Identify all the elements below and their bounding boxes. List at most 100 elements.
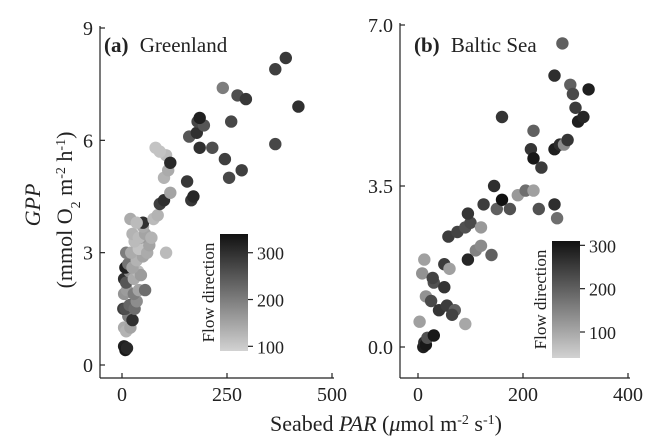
- panel-a-point-43: [130, 216, 143, 229]
- panel-a-point-65: [193, 111, 206, 125]
- panel-b-point-49: [548, 69, 561, 82]
- panel-b-point-36: [527, 184, 540, 197]
- panel-a-point-67: [218, 152, 232, 166]
- panel-b-point-39: [495, 110, 509, 124]
- panel-b-point-20: [461, 253, 475, 266]
- panel-a-x-tick-label-2: 500: [317, 384, 347, 406]
- panel-b-point-29: [461, 207, 475, 220]
- panel-a-point-39: [145, 231, 158, 244]
- panel-b-letter: (b): [414, 33, 440, 57]
- panel-a-colorbar: 100 200 300 Flow direction: [199, 234, 284, 357]
- panel-b-point-23: [485, 248, 498, 262]
- panel-a-point-58: [187, 190, 200, 203]
- panel-b-x-tick-label-1: 200: [508, 384, 538, 406]
- panel-b-point-52: [566, 87, 580, 101]
- panel-b-colorbar-gradient: [552, 241, 580, 358]
- panel-b-point-43: [535, 161, 548, 174]
- panel-b-point-7: [424, 294, 438, 308]
- y-axis-title-main: GPP: [20, 184, 45, 227]
- y-axis-title: GPP: [20, 184, 45, 227]
- panel-a-point-74: [269, 62, 282, 76]
- panel-a-point-71: [222, 171, 236, 184]
- panel-a-point-55: [164, 156, 177, 169]
- panel-a-point-56: [180, 175, 194, 188]
- panel-b-point-18: [443, 262, 456, 275]
- panel-b-point-5: [427, 329, 440, 342]
- panel-a-point-72: [235, 164, 248, 177]
- panel-a-colorbar-tick-label-0: 100: [257, 337, 284, 357]
- panel-b-point-30: [477, 198, 490, 211]
- panel-b-point-50: [556, 37, 569, 50]
- panel-b-point-33: [503, 202, 517, 216]
- panel-a-y-tick-label-2: 6: [83, 130, 93, 152]
- panel-b-x-tick-label-2: 400: [613, 384, 643, 406]
- y-axis-unit: (mmol O2 m-2 h-1): [52, 132, 84, 289]
- panel-b-point-55: [577, 110, 590, 124]
- panel-b-points: [413, 37, 595, 354]
- panel-b-point-12: [445, 308, 459, 321]
- panel-b-title: (b) Baltic Sea: [414, 33, 537, 57]
- panel-b-point-46: [548, 198, 561, 211]
- panel-b-point-3: [413, 315, 426, 328]
- panel-a-colorbar-gradient: [220, 234, 248, 351]
- panel-a-point-76: [292, 100, 305, 113]
- panel-a-point-23: [134, 268, 148, 282]
- panel-a-point-73: [269, 137, 282, 151]
- panel-a-name: Greenland: [140, 33, 228, 57]
- panel-a-point-49: [164, 186, 177, 199]
- panel-a-point-46: [159, 246, 173, 259]
- panel-a-point-10: [126, 313, 139, 327]
- panel-b-x-tick-label-0: 0: [413, 384, 423, 406]
- panel-b-point-22: [474, 239, 488, 252]
- panel-b-point-31: [490, 202, 503, 216]
- panel-a-letter: (a): [104, 33, 129, 57]
- panel-a-x-tick-label-1: 250: [212, 384, 242, 406]
- x-axis-title: Seabed PAR (μmol m-2 s-1): [270, 411, 502, 436]
- panel-b-colorbar-tick-label-1: 200: [589, 280, 616, 300]
- panel-b-colorbar-tick-label-2: 300: [589, 236, 616, 256]
- panel-a-title: (a) Greenland: [104, 33, 228, 57]
- panel-a-point-17: [138, 283, 152, 297]
- panel-b-point-38: [487, 179, 501, 193]
- panel-b-y-tick-label-1: 3.5: [368, 176, 393, 198]
- panel-a-point-75: [279, 51, 292, 65]
- panel-b-y-tick-label-0: 0.0: [368, 337, 393, 359]
- panel-a-points: [117, 51, 305, 357]
- panel-a-colorbar-tick-label-1: 200: [257, 291, 284, 311]
- panel-b-colorbar-tick-label-0: 100: [589, 323, 616, 343]
- panel-b-axes: 0 200 400 0.0 3.5 7.0: [368, 15, 643, 406]
- panel-b-point-37: [532, 202, 545, 216]
- panel-b-y-tick-label-2: 7.0: [368, 15, 393, 37]
- panel-a-point-62: [193, 141, 206, 154]
- panel-a-x-tick-label-0: 0: [117, 384, 127, 406]
- panel-a-point-45: [151, 209, 164, 222]
- panel-a-colorbar-label: Flow direction: [199, 242, 218, 342]
- panel-a-y-tick-label-3: 9: [83, 18, 93, 40]
- panel-b-point-11: [459, 317, 472, 331]
- panel-b-point-14: [438, 281, 451, 294]
- panel-b-point-42: [527, 152, 540, 165]
- panel-b-point-19: [418, 253, 431, 266]
- panel-b-point-53: [569, 101, 582, 115]
- panel-a-point-2: [120, 341, 134, 355]
- panel-b-point-15: [416, 267, 429, 280]
- panel-a-greenland: 0 250 500 0 3 6 9 (a) Greenland 100 200 3 0 0 Flow …: [83, 18, 347, 406]
- panel-a-axes: 0 250 500 0 3 6 9: [83, 18, 347, 406]
- panel-a-y-tick-label-0: 0: [83, 355, 93, 377]
- panel-a-point-54: [149, 141, 162, 154]
- panel-b-point-56: [582, 83, 595, 96]
- panel-b-point-41: [527, 124, 540, 137]
- panel-b-point-32: [495, 193, 509, 206]
- panel-a-point-66: [216, 81, 229, 95]
- panel-b-colorbar-label: Flow direction: [531, 249, 550, 349]
- panel-a-y-tick-label-1: 3: [83, 243, 93, 265]
- panel-a-point-68: [225, 115, 238, 128]
- panel-b-name: Baltic Sea: [451, 33, 537, 57]
- panel-b-point-45: [550, 212, 564, 225]
- panel-b-point-28: [474, 221, 488, 234]
- panel-a-point-64: [206, 141, 219, 154]
- panel-b-baltic-sea: 0 200 400 0.0 3.5 7.0 (b) Baltic Sea 100 200 30…: [368, 15, 643, 406]
- panel-a-point-70: [239, 92, 253, 106]
- panel-b-colorbar: 100 200 300 Flow direction: [531, 236, 616, 358]
